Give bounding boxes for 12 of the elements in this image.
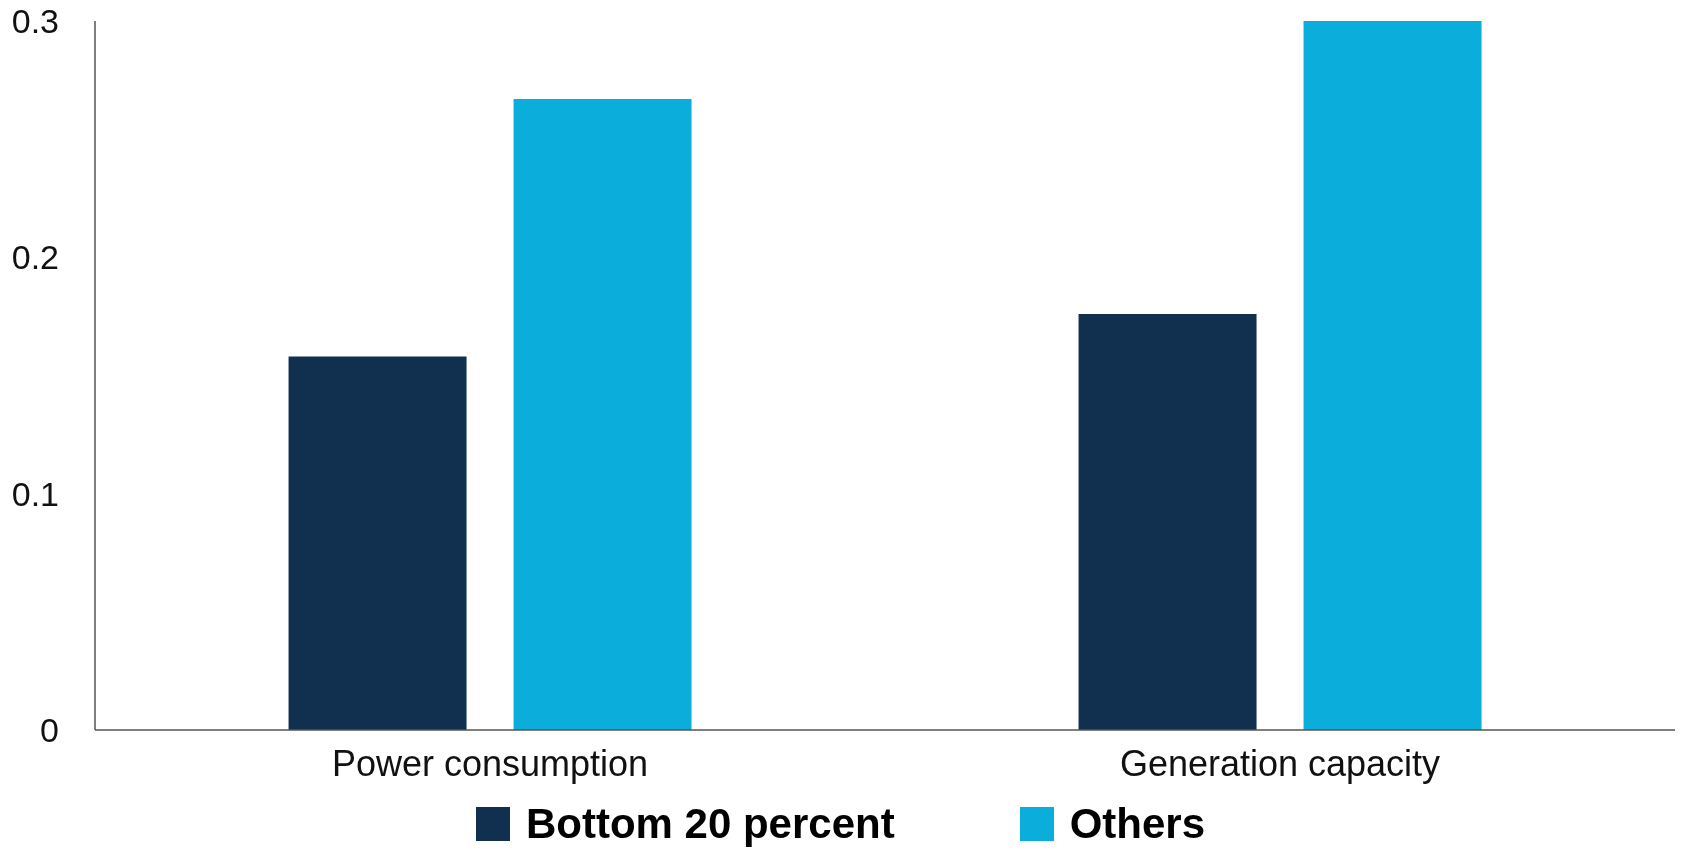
y-tick-label: 0 [40, 711, 59, 750]
legend-label: Others [1069, 800, 1206, 848]
bar [1078, 314, 1257, 730]
bar [1303, 21, 1482, 730]
y-tick-label: 0.1 [11, 474, 59, 513]
y-tick-label: 0.2 [11, 238, 59, 277]
bar [288, 356, 467, 730]
y-tick-label: 0.3 [11, 2, 59, 41]
x-tick-label: Generation capacity [1119, 742, 1441, 784]
x-tick-label: Power consumption [331, 742, 649, 784]
bar [513, 98, 692, 730]
legend-label: Bottom 20 percent [525, 800, 895, 848]
